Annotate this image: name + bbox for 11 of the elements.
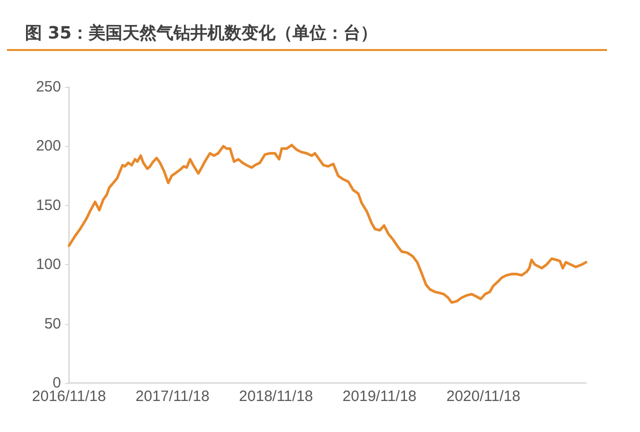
x-tick-label: 2017/11/18 (136, 388, 210, 405)
x-tick-label: 2020/11/18 (446, 388, 520, 405)
y-tick-label: 250 (36, 78, 61, 96)
x-tick-label: 2018/11/18 (239, 388, 314, 405)
y-tick-label: 100 (36, 256, 61, 274)
y-tick-label: 200 (36, 138, 61, 155)
chart-title: 图 35：美国天然气钻井机数变化（单位：台） (25, 24, 378, 44)
x-tick-label: 2019/11/18 (342, 388, 417, 405)
y-tick-label: 150 (36, 196, 61, 214)
line-series (68, 144, 588, 304)
y-tick-label: 50 (44, 315, 61, 332)
